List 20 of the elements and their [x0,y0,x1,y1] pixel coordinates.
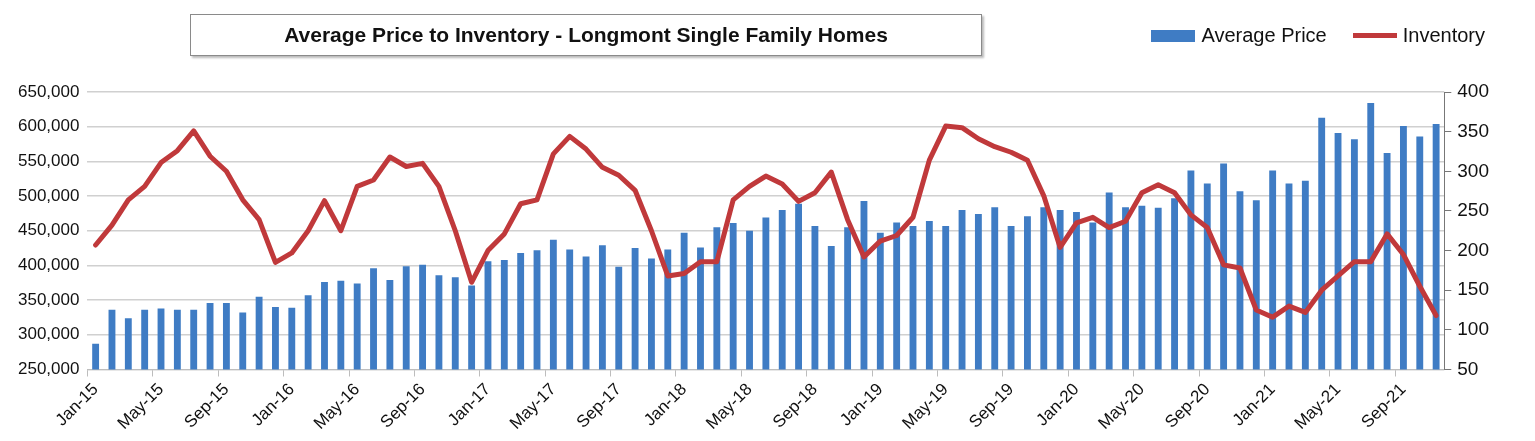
y2-tick-label: 100 [1457,318,1489,340]
y2-tick-label: 300 [1457,159,1489,181]
y-tick-label: 650,000 [18,81,80,101]
y-tick-label: 450,000 [18,220,80,240]
y-tick-label: 600,000 [18,116,80,136]
y2-tick-label: 350 [1457,119,1489,141]
chart-title: Average Price to Inventory - Longmont Single Family Homes [190,14,982,56]
y2-tick-label: 200 [1457,238,1489,260]
y2-tick-label: 400 [1457,80,1489,102]
y2-tick-label: 50 [1457,357,1479,379]
legend-label: Inventory [1402,24,1485,47]
y-tick-label: 400,000 [18,255,80,275]
legend-label: Average Price [1201,24,1327,47]
y-tick-label: 300,000 [18,324,80,344]
y-tick-label: 550,000 [18,151,80,171]
y-tick-label: 500,000 [18,185,80,205]
y-tick-label: 250,000 [18,359,80,379]
y2-tick-label: 150 [1457,278,1489,300]
y-tick-label: 350,000 [18,289,80,309]
y2-tick-label: 250 [1457,199,1489,221]
